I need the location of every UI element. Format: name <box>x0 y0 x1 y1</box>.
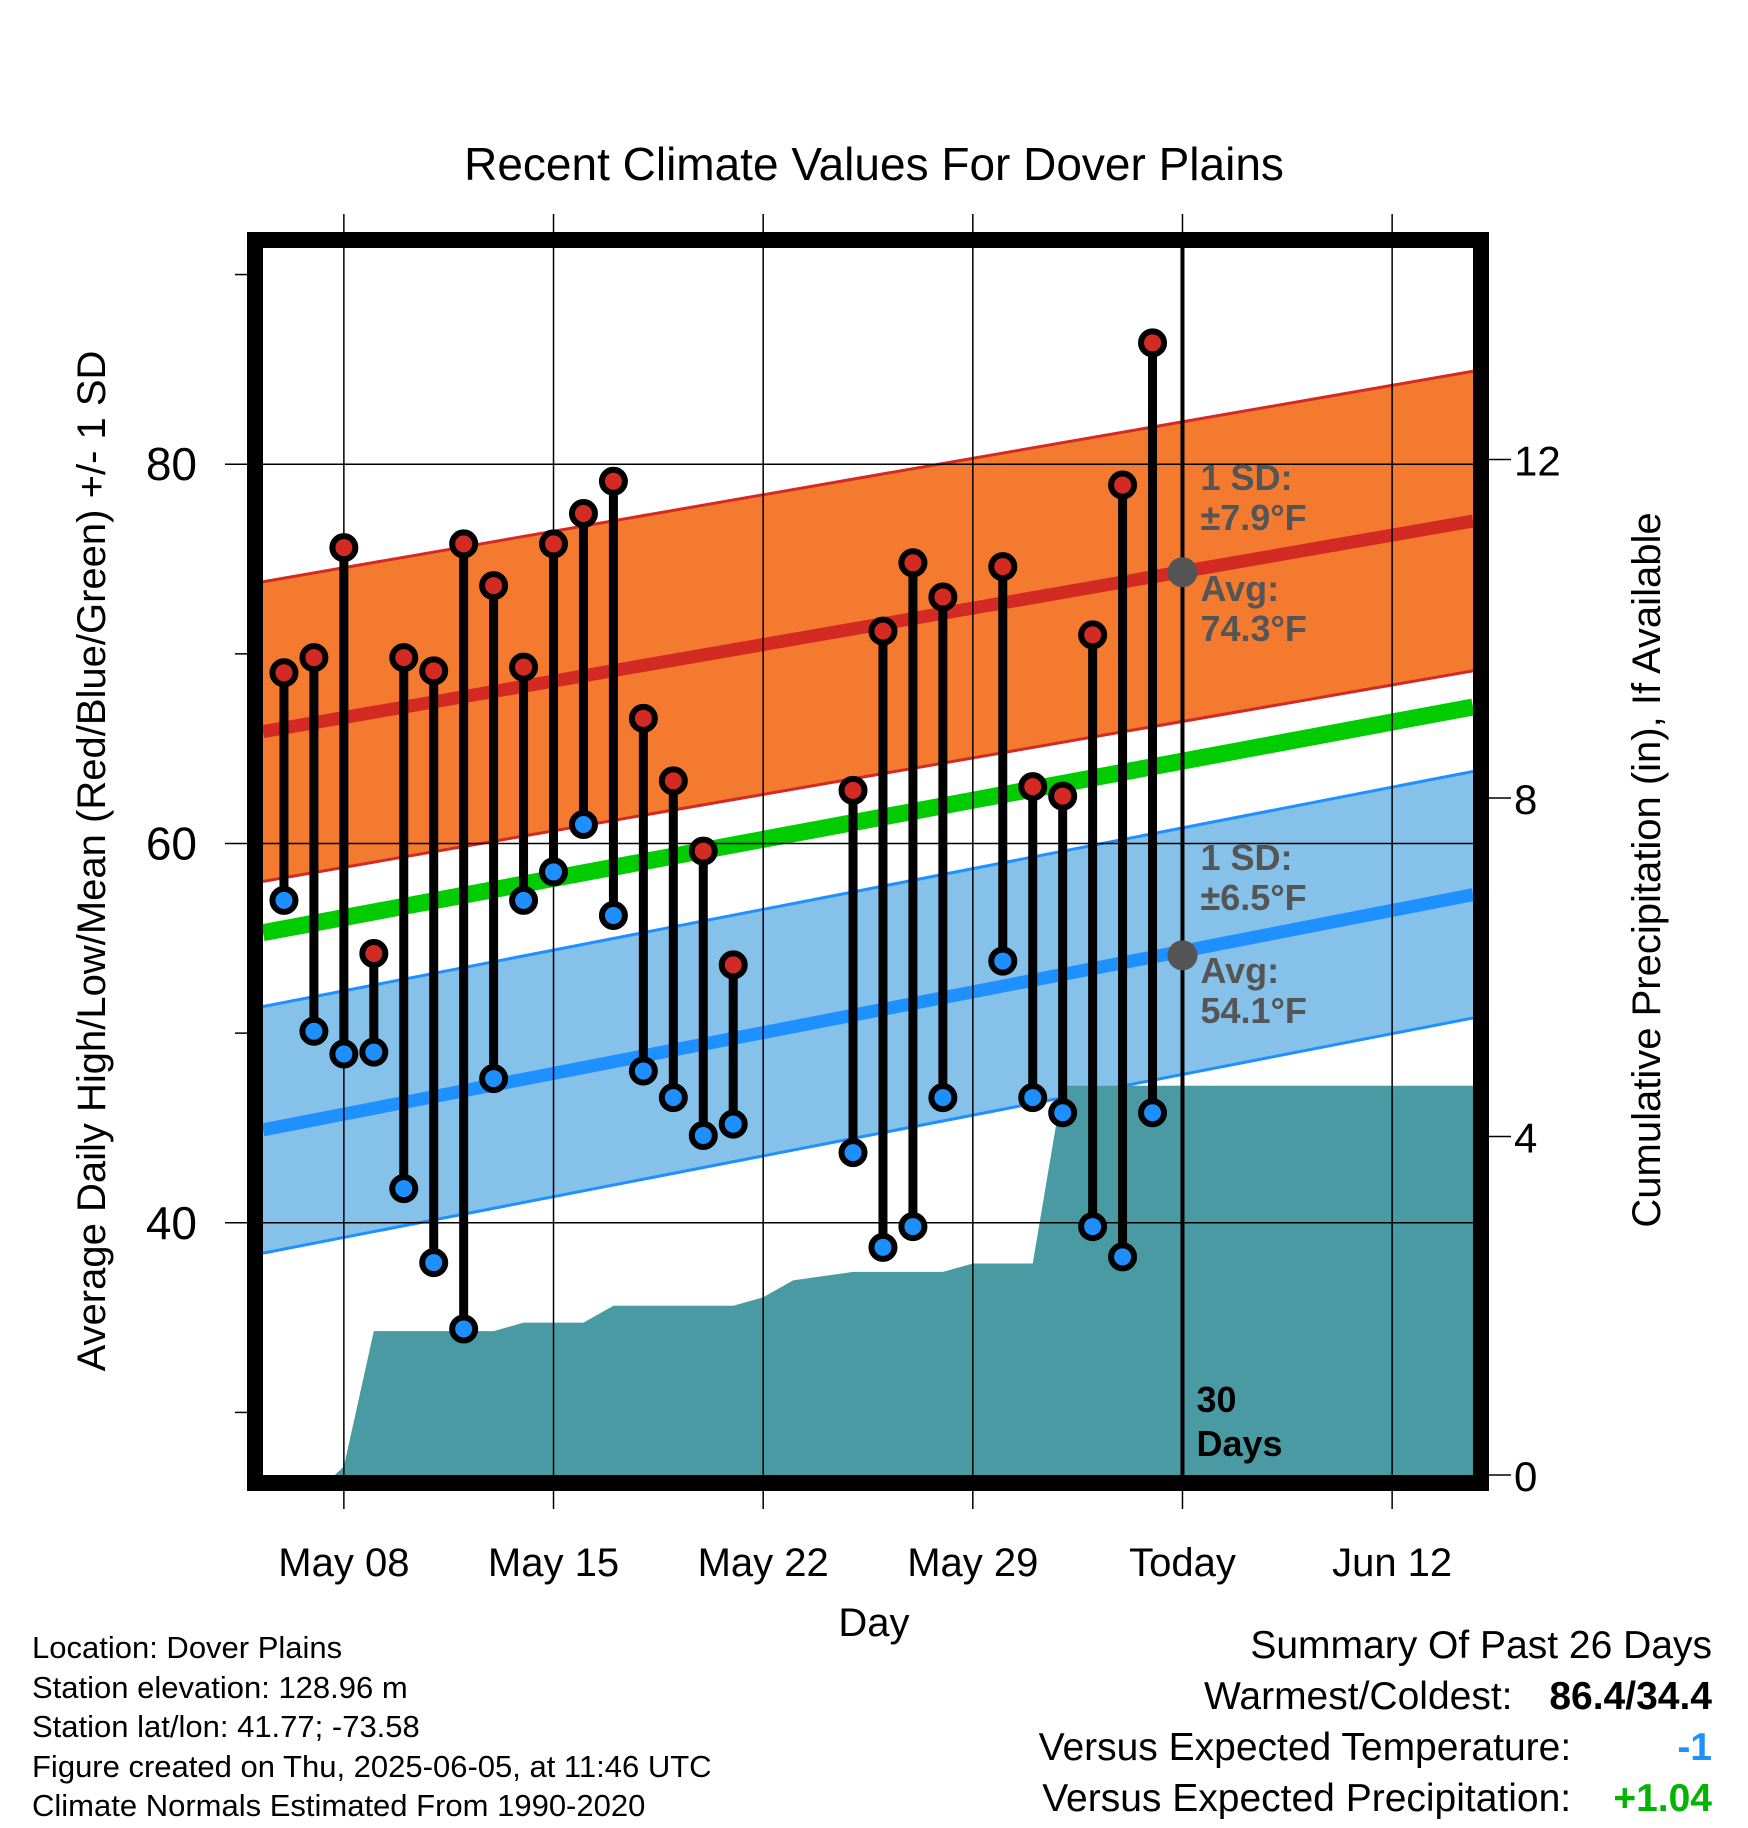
high-temp-point <box>658 766 688 796</box>
days-count-label: 30 Days <box>1196 1379 1282 1464</box>
x-tick-label: May 15 <box>488 1541 619 1585</box>
low-temp-point <box>628 1056 658 1086</box>
y-right-tick-label: 4 <box>1514 1115 1537 1162</box>
low-temp-point <box>688 1121 718 1151</box>
precip-vs-expected-value: +1.04 <box>1613 1777 1712 1820</box>
high-temp-point <box>509 652 539 682</box>
high-temp-point <box>928 582 958 612</box>
precip-area <box>263 1085 1473 1475</box>
high-temp-point <box>269 658 299 688</box>
high-temp-point <box>1048 781 1078 811</box>
temp-vs-expected-label: Versus Expected Temperature: <box>1038 1726 1572 1769</box>
low-temp-point <box>718 1109 748 1139</box>
x-tick-label: May 29 <box>907 1541 1038 1585</box>
y-left-tick-label: 40 <box>146 1197 197 1249</box>
created-text: Figure created on Thu, 2025-06-05, at 11… <box>32 1748 712 1784</box>
x-tick-label: Today <box>1129 1541 1236 1585</box>
high-temp-point <box>898 548 928 578</box>
high-temp-point <box>389 643 419 673</box>
low-temp-point <box>658 1083 688 1113</box>
high-temp-point <box>688 836 718 866</box>
high-temp-point <box>1078 620 1108 650</box>
high-temp-point <box>539 529 569 559</box>
low-temp-point <box>389 1174 419 1204</box>
low-temp-point <box>1048 1098 1078 1128</box>
x-tick-label: Jun 12 <box>1332 1541 1452 1585</box>
plot-area <box>263 248 1473 1475</box>
low-temp-point <box>449 1314 479 1344</box>
y-right-tick-label: 0 <box>1514 1453 1537 1500</box>
high-avg-marker <box>1167 557 1198 588</box>
low-temp-point <box>299 1016 329 1046</box>
low-avg-label: Avg: 54.1°F <box>1200 950 1306 1031</box>
high-avg-label: Avg: 74.3°F <box>1200 568 1306 649</box>
high-temp-point <box>299 643 329 673</box>
location-text: Location: Dover Plains <box>32 1630 343 1665</box>
y-right-tick-label: 8 <box>1514 776 1537 823</box>
x-tick-label: May 22 <box>698 1541 829 1585</box>
station-info: Location: Dover Plains Station elevation… <box>32 1628 712 1826</box>
high-temp-point <box>329 533 359 563</box>
high-temp-point <box>598 466 628 496</box>
low-temp-point <box>868 1232 898 1262</box>
warmest-coldest-value: 86.4/34.4 <box>1549 1675 1712 1718</box>
high-temp-point <box>1108 470 1138 500</box>
latlon-text: Station lat/lon: 41.77; -73.58 <box>32 1709 420 1744</box>
y-left-tick-label: 80 <box>146 438 197 490</box>
temp-vs-expected-value: -1 <box>1677 1726 1712 1769</box>
low-temp-point <box>568 810 598 840</box>
low-temp-point <box>509 885 539 915</box>
low-temp-point <box>1108 1242 1138 1272</box>
low-temp-point <box>479 1064 509 1094</box>
normals-text: Climate Normals Estimated From 1990-2020 <box>32 1788 646 1823</box>
high-temp-point <box>868 616 898 646</box>
low-temp-point <box>539 857 569 887</box>
low-temp-point <box>419 1248 449 1278</box>
high-temp-point <box>419 656 449 686</box>
low-temp-point <box>1138 1098 1168 1128</box>
low-sd-label: 1 SD: ±6.5°F <box>1200 837 1306 918</box>
elevation-text: Station elevation: 128.96 m <box>32 1669 408 1705</box>
y-right-axis-label: Cumulative Precipitation (in), If Availa… <box>1625 512 1669 1227</box>
summary-panel: Summary Of Past 26 Days Warmest/Coldest:… <box>1039 1620 1712 1824</box>
high-temp-point <box>988 552 1018 582</box>
y-left-tick-label: 60 <box>146 817 197 869</box>
high-temp-point <box>359 938 389 968</box>
x-axis-label: Day <box>838 1601 909 1645</box>
warmest-coldest-label: Warmest/Coldest: <box>1204 1675 1513 1718</box>
low-temp-point <box>329 1039 359 1069</box>
high-temp-point <box>568 499 598 529</box>
low-temp-point <box>1018 1083 1048 1113</box>
plot-frame <box>247 232 1489 1491</box>
low-temp-point <box>269 885 299 915</box>
chart-title: Recent Climate Values For Dover Plains <box>464 138 1284 190</box>
low-temp-point <box>1078 1212 1108 1242</box>
precip-vs-expected-label: Versus Expected Precipitation: <box>1042 1777 1572 1820</box>
high-temp-point <box>479 571 509 601</box>
high-temp-point <box>718 950 748 980</box>
y-right-tick-label: 12 <box>1514 438 1561 485</box>
low-avg-marker <box>1167 940 1198 971</box>
low-temp-point <box>928 1083 958 1113</box>
high-temp-point <box>628 703 658 733</box>
high-temp-point <box>449 529 479 559</box>
high-temp-point <box>1018 772 1048 802</box>
low-temp-point <box>988 946 1018 976</box>
x-tick-label: May 08 <box>278 1541 409 1585</box>
summary-title: Summary Of Past 26 Days <box>1250 1624 1712 1667</box>
high-temp-point <box>1138 328 1168 358</box>
high-temp-point <box>838 775 868 805</box>
low-temp-point <box>359 1037 389 1067</box>
y-left-axis-label: Average Daily High/Low/Mean (Red/Blue/Gr… <box>70 351 114 1372</box>
low-temp-point <box>898 1212 928 1242</box>
high-sd-label: 1 SD: ±7.9°F <box>1200 457 1306 538</box>
low-temp-point <box>838 1138 868 1168</box>
low-temp-point <box>598 901 628 931</box>
